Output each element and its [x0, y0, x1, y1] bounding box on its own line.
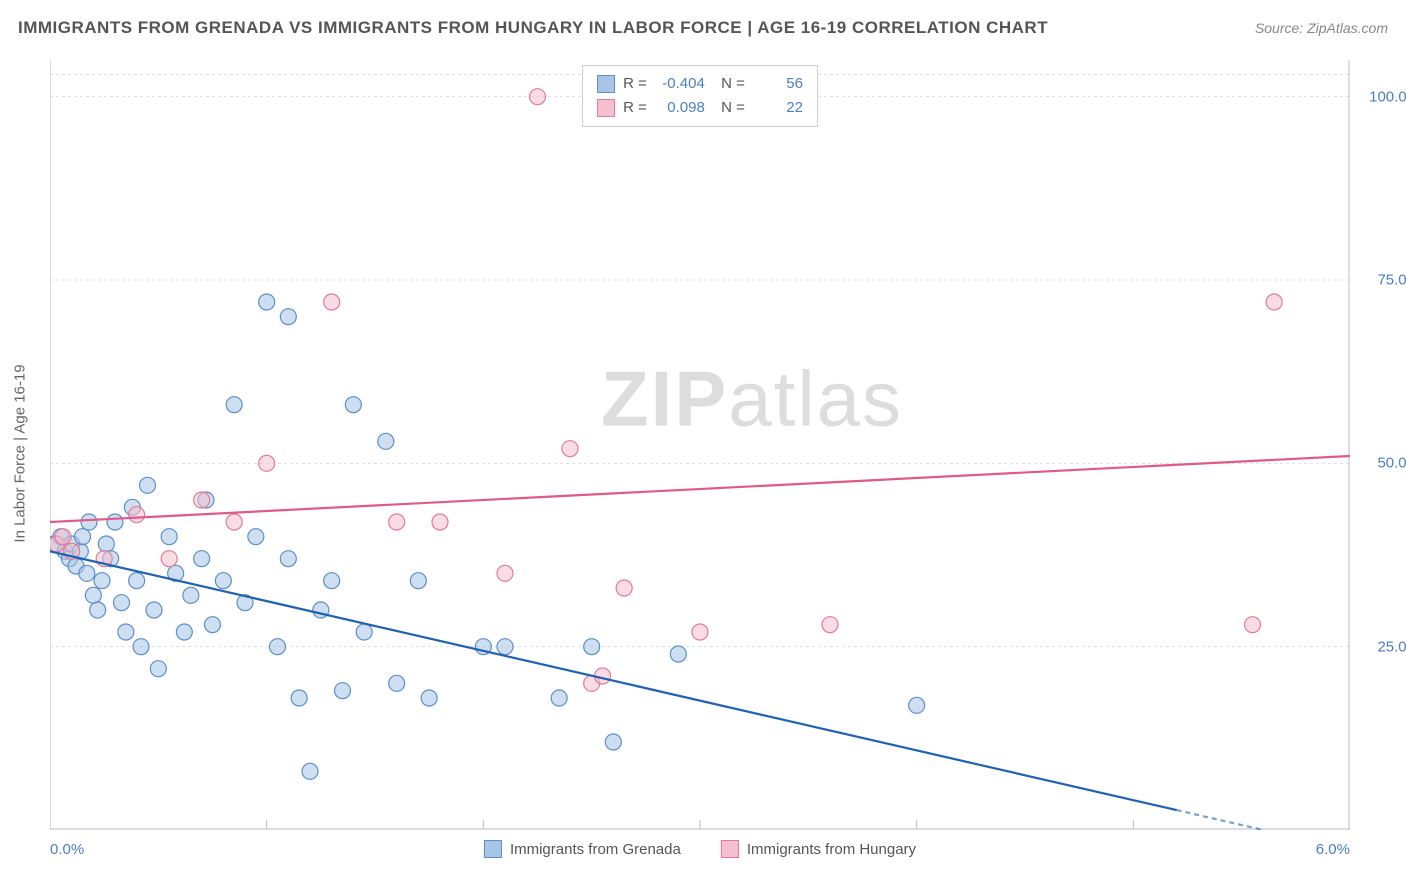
legend-series: Immigrants from Grenada Immigrants from … [484, 840, 916, 858]
legend-correlation: R = -0.404 N = 56 R = 0.098 N = 22 [582, 65, 818, 127]
chart-title: IMMIGRANTS FROM GRENADA VS IMMIGRANTS FR… [18, 18, 1048, 38]
title-bar: IMMIGRANTS FROM GRENADA VS IMMIGRANTS FR… [18, 18, 1388, 38]
chart-area: In Labor Force | Age 16-19 ZIPatlas R = … [50, 60, 1350, 830]
scatter-plot [50, 60, 1350, 830]
r-value-1: -0.404 [655, 72, 705, 96]
swatch-bottom-1 [484, 840, 502, 858]
swatch-bottom-2 [721, 840, 739, 858]
y-axis-label: In Labor Force | Age 16-19 [12, 364, 29, 542]
legend-item-2: Immigrants from Hungary [721, 840, 916, 858]
r-value-2: 0.098 [655, 96, 705, 120]
legend-row-2: R = 0.098 N = 22 [597, 96, 803, 120]
ytick-label: 100.0% [1369, 88, 1406, 105]
n-value-1: 56 [753, 72, 803, 96]
legend-item-1: Immigrants from Grenada [484, 840, 681, 858]
swatch-series-1 [597, 75, 615, 93]
xtick-label: 6.0% [1316, 841, 1350, 858]
ytick-label: 25.0% [1377, 638, 1406, 655]
source-label: Source: ZipAtlas.com [1255, 20, 1388, 36]
legend-label-2: Immigrants from Hungary [747, 841, 916, 858]
legend-row-1: R = -0.404 N = 56 [597, 72, 803, 96]
swatch-series-2 [597, 99, 615, 117]
n-value-2: 22 [753, 96, 803, 120]
ytick-label: 75.0% [1377, 272, 1406, 289]
ytick-label: 50.0% [1377, 455, 1406, 472]
xtick-label: 0.0% [50, 841, 84, 858]
legend-label-1: Immigrants from Grenada [510, 841, 681, 858]
